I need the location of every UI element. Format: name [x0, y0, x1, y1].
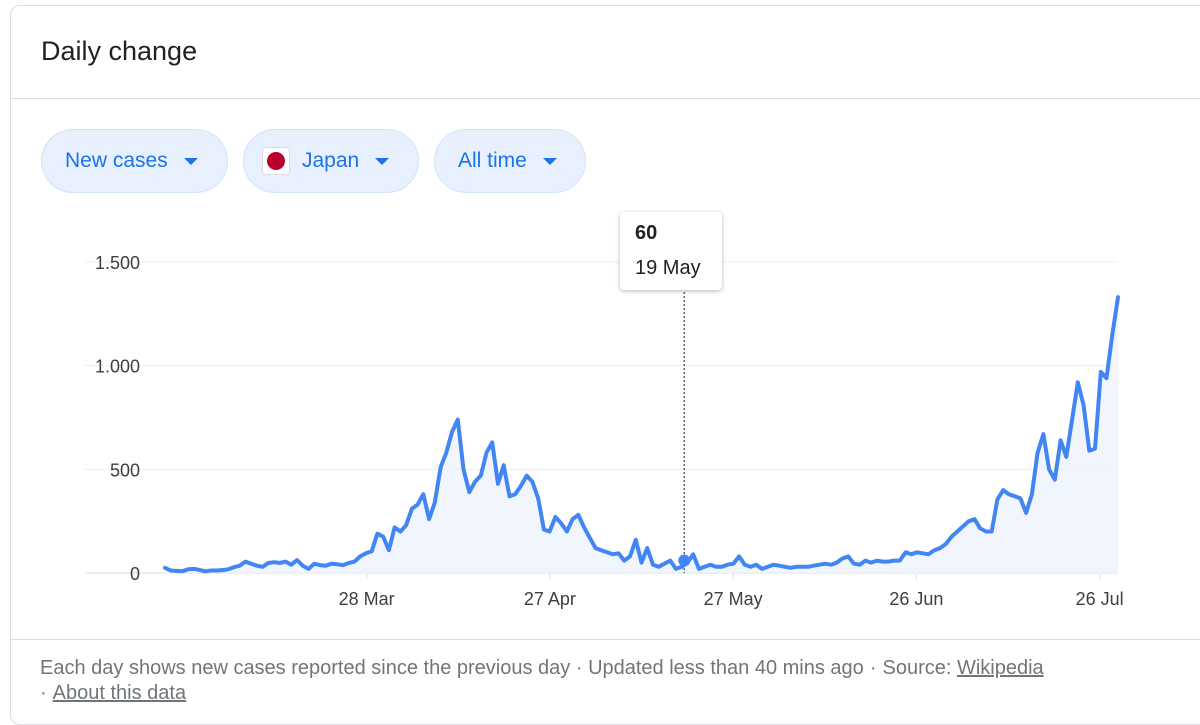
y-tick-label: 0 — [130, 564, 140, 584]
source-label: Source: — [882, 657, 952, 679]
y-tick-label: 1.000 — [95, 357, 140, 377]
x-axis-ticks: 28 Mar 27 Apr 27 May 26 Jun 26 Jul — [339, 573, 1124, 609]
metric-dropdown[interactable]: New cases — [41, 129, 228, 193]
footer-note: Each day shows new cases reported since … — [40, 657, 864, 679]
x-tick-label: 26 Jun — [889, 589, 943, 609]
x-tick-label: 27 Apr — [524, 589, 576, 609]
footer-divider — [11, 639, 1200, 640]
chevron-down-icon — [375, 157, 390, 165]
about-data-link[interactable]: About this data — [52, 682, 187, 704]
header-divider — [11, 98, 1200, 99]
range-dropdown-label: All time — [458, 149, 527, 172]
x-tick-label: 26 Jul — [1076, 589, 1124, 609]
series-line — [163, 295, 1120, 574]
daily-change-card: Daily change New cases Japan All time Ea… — [10, 5, 1200, 725]
tooltip-value: 60 — [635, 222, 658, 244]
y-tick-label: 500 — [110, 460, 140, 480]
x-tick-label: 28 Mar — [339, 589, 395, 609]
japan-flag-icon — [262, 147, 290, 175]
range-dropdown[interactable]: All time — [434, 129, 586, 193]
footer: Each day shows new cases reported since … — [40, 657, 1044, 704]
metric-dropdown-label: New cases — [65, 149, 168, 172]
source-link[interactable]: Wikipedia — [956, 657, 1044, 679]
country-dropdown-label: Japan — [302, 149, 360, 172]
chevron-down-icon — [542, 157, 557, 165]
chevron-down-icon — [183, 157, 198, 165]
card-title: Daily change — [41, 36, 198, 66]
series-area — [165, 297, 1118, 573]
x-tick-label: 27 May — [704, 589, 763, 609]
y-tick-label: 1.500 — [95, 253, 140, 273]
y-axis-ticks: 0 500 1.000 1.500 — [95, 253, 140, 584]
chart-tooltip: 60 19 May — [620, 212, 722, 290]
country-dropdown[interactable]: Japan — [243, 129, 419, 193]
hover-point[interactable] — [678, 554, 691, 567]
tooltip-date: 19 May — [635, 257, 701, 279]
